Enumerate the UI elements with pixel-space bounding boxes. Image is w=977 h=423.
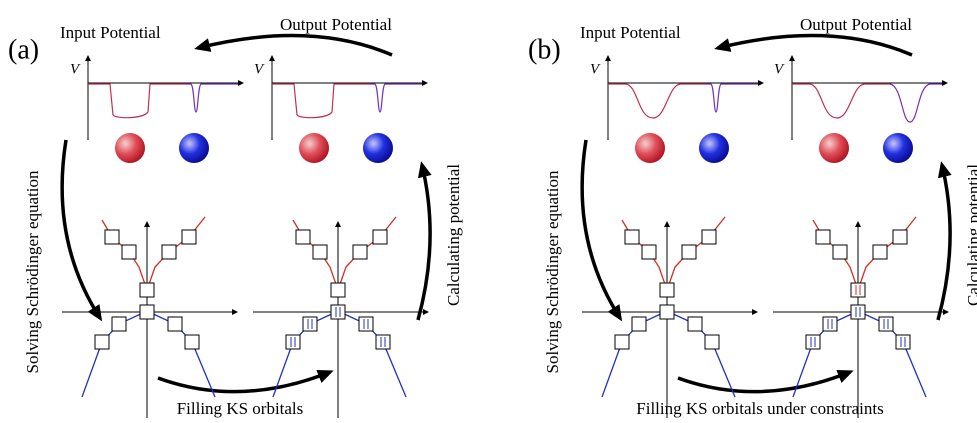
orbital-box: [162, 245, 176, 259]
orbital-box: [95, 335, 109, 349]
left-label: Solving Schrödinger equation: [543, 170, 562, 374]
orbital-box: [896, 335, 910, 349]
orbital-box: [660, 283, 674, 297]
ball-blue: [883, 133, 913, 163]
potential-blue: [890, 84, 942, 122]
axis-label: V: [254, 61, 265, 77]
axis-label: V: [590, 61, 601, 77]
level-red: [622, 217, 725, 290]
orbital-box: [873, 245, 887, 259]
input-label: Input Potential: [580, 23, 681, 42]
orbital-box: [185, 335, 199, 349]
bottom-label: Filling KS orbitals: [177, 399, 304, 418]
left-label: Solving Schrödinger equation: [23, 170, 42, 374]
level-red: [102, 217, 205, 290]
orbital-box: [376, 335, 390, 349]
orbital-box: [688, 317, 702, 331]
orbital-box: [851, 283, 865, 297]
output-label: Output Potential: [800, 15, 912, 34]
ball-blue: [363, 133, 393, 163]
orbital-box: [851, 305, 865, 319]
orbital-box: [359, 317, 373, 331]
potential-red: [792, 84, 890, 118]
figure: (a) Input Potential Output Potential V V Solv…: [0, 0, 977, 423]
orbital-box: [286, 335, 300, 349]
orbital-box: [816, 230, 830, 244]
level-red: [813, 217, 916, 290]
orbital-box: [112, 317, 126, 331]
ball-red: [115, 133, 145, 163]
orbital-box: [313, 245, 327, 259]
orbital-box: [705, 335, 719, 349]
potential-red: [88, 84, 186, 118]
orbital-box: [140, 283, 154, 297]
orbital-box: [702, 230, 716, 244]
orbital-box: [632, 317, 646, 331]
orbital-box: [331, 305, 345, 319]
panel: (b) Input Potential Output Potential V V Solv…: [528, 15, 977, 418]
cycle-arrow: [62, 140, 100, 318]
panel-label: (a): [8, 34, 39, 65]
bottom-label: Filling KS orbitals under constraints: [636, 399, 883, 418]
orbital-box: [105, 230, 119, 244]
cycle-arrow: [158, 372, 330, 392]
ball-blue: [179, 133, 209, 163]
orbital-box: [168, 317, 182, 331]
right-label: Calculating potential: [444, 164, 463, 306]
orbital-box: [615, 335, 629, 349]
potential-blue: [186, 84, 238, 112]
cycle-arrow: [198, 36, 392, 55]
cycle-arrow: [418, 165, 430, 320]
ball-red: [819, 133, 849, 163]
orbital-box: [893, 230, 907, 244]
panel: (a) Input Potential Output Potential V V Solv…: [8, 15, 463, 418]
orbital-box: [353, 245, 367, 259]
ball-red: [635, 133, 665, 163]
orbital-box: [682, 245, 696, 259]
cycle-arrow: [582, 140, 620, 318]
right-label: Calculating potential: [964, 164, 977, 306]
orbital-box: [879, 317, 893, 331]
cycle-arrow: [678, 372, 850, 392]
potential-blue: [370, 84, 422, 112]
orbital-box: [182, 230, 196, 244]
orbital-box: [660, 305, 674, 319]
input-label: Input Potential: [60, 23, 161, 42]
orbital-box: [823, 317, 837, 331]
orbital-box: [373, 230, 387, 244]
orbital-box: [331, 283, 345, 297]
ball-blue: [699, 133, 729, 163]
potential-red: [608, 84, 706, 118]
orbital-box: [642, 245, 656, 259]
orbital-box: [140, 305, 154, 319]
panel-label: (b): [528, 34, 561, 65]
orbital-box: [303, 317, 317, 331]
ball-red: [299, 133, 329, 163]
orbital-box: [806, 335, 820, 349]
orbital-box: [625, 230, 639, 244]
orbital-box: [296, 230, 310, 244]
axis-label: V: [774, 61, 785, 77]
orbital-box: [833, 245, 847, 259]
potential-blue: [706, 84, 758, 112]
potential-red: [272, 84, 370, 118]
cycle-arrow: [938, 165, 950, 320]
level-red: [293, 217, 396, 290]
orbital-box: [122, 245, 136, 259]
axis-label: V: [70, 61, 81, 77]
output-label: Output Potential: [280, 15, 392, 34]
cycle-arrow: [718, 36, 912, 55]
